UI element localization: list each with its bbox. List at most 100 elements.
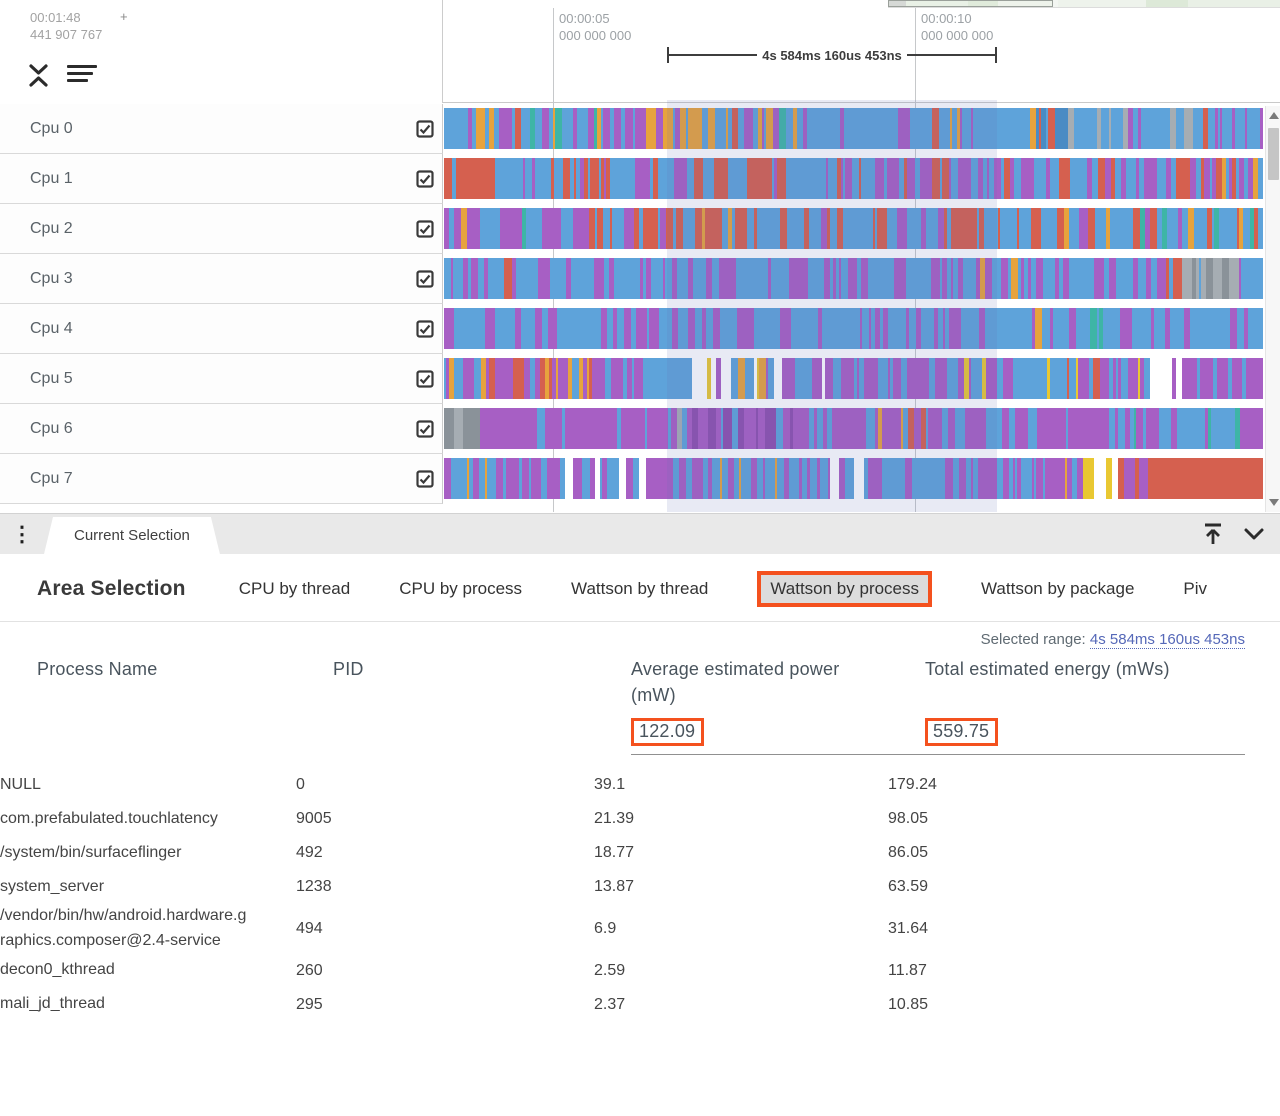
track-slices-cpu-7[interactable]: [443, 454, 1264, 504]
track-name: Cpu 2: [30, 219, 73, 237]
scroll-down-icon[interactable]: [1267, 496, 1280, 509]
tracks-scroll-thumb[interactable]: [1268, 128, 1279, 180]
ruler-tick-00:00:10: 00:00:10 000 000 000: [921, 11, 994, 43]
avg-power: 18.77: [594, 844, 635, 862]
track-label-cpu-2[interactable]: Cpu 2: [0, 204, 443, 254]
process-name: /system/bin/surfaceflinger: [0, 843, 182, 861]
track-row-cpu-3: Cpu 3: [0, 254, 1280, 304]
process-pid: 0: [296, 776, 305, 794]
track-name: Cpu 4: [30, 319, 73, 337]
tab-cpu-by-thread[interactable]: CPU by thread: [238, 579, 351, 598]
selected-range-link[interactable]: 4s 584ms 160us 453ns: [1089, 631, 1245, 649]
total-energy: 10.85: [888, 995, 929, 1013]
process-pid: 494: [296, 919, 323, 937]
track-name: Cpu 0: [30, 119, 73, 137]
process-pid: 492: [296, 844, 323, 862]
avg-power: 21.39: [594, 810, 635, 828]
process-name: system_server: [0, 877, 105, 895]
tab-current-selection[interactable]: Current Selection: [44, 517, 220, 554]
avg-power: 39.1: [594, 776, 626, 794]
selection-duration-bracket: 4s 584ms 160us 453ns: [667, 46, 997, 64]
total-energy: 11.87: [888, 961, 927, 979]
track-slices-cpu-6[interactable]: [443, 404, 1264, 454]
timeline-pane: 00:00:05 000 000 000 00:00:10 000 000 000…: [0, 0, 1280, 512]
scroll-up-icon[interactable]: [1267, 109, 1280, 122]
chevron-down-icon[interactable]: [1242, 522, 1266, 546]
col-total-energy: Total estimated energy (mWs): [925, 659, 1170, 679]
col-avg-power: Average estimated power (mW): [631, 659, 840, 706]
track-slices-cpu-3[interactable]: [443, 254, 1264, 304]
tab-wattson-by-process[interactable]: Wattson by process: [757, 571, 933, 607]
current-selection-panel: Area Selection CPU by thread CPU by proce…: [0, 554, 1280, 1116]
track-label-cpu-0[interactable]: Cpu 0: [0, 104, 443, 154]
track-checkbox[interactable]: [416, 269, 434, 288]
track-checkbox[interactable]: [416, 319, 434, 338]
track-row-cpu-6: Cpu 6: [0, 404, 1280, 454]
track-checkbox[interactable]: [416, 219, 434, 238]
process-name: NULL: [0, 775, 41, 793]
total-energy: 63.59: [888, 878, 929, 896]
track-row-cpu-7: Cpu 7: [0, 454, 1280, 504]
tab-wattson-by-package[interactable]: Wattson by package: [981, 579, 1135, 598]
avg-power: 6.9: [594, 919, 617, 937]
track-slices-cpu-5[interactable]: [443, 354, 1264, 404]
track-checkbox[interactable]: [416, 369, 434, 388]
selection-duration-label: 4s 584ms 160us 453ns: [762, 47, 902, 63]
track-row-cpu-4: Cpu 4: [0, 304, 1280, 354]
avg-power: 13.87: [594, 878, 635, 896]
process-pid: 1238: [296, 878, 332, 896]
track-slices-cpu-2[interactable]: [443, 204, 1264, 254]
track-slices-cpu-0[interactable]: [443, 104, 1264, 154]
total-energy: 98.05: [888, 810, 929, 828]
track-label-cpu-1[interactable]: Cpu 1: [0, 154, 443, 204]
ruler-tick-00:00:05: 00:00:05 000 000 000: [559, 11, 632, 43]
table-row[interactable]: decon0_kthread 260 2.59 11.87: [0, 954, 1280, 988]
table-row[interactable]: /vendor/bin/hw/android.hardware.graphics…: [0, 904, 1280, 954]
wattson-table-rows: NULL 0 39.1 179.24 com.prefabulated.touchlat…: [0, 768, 1280, 1022]
summary-power-value: 122.09: [631, 718, 705, 747]
collapse-tracks-icon[interactable]: [28, 62, 49, 89]
track-slices-cpu-1[interactable]: [443, 154, 1264, 204]
minimap-viewport[interactable]: [888, 0, 1053, 7]
avg-power: 2.59: [594, 961, 626, 979]
track-checkbox[interactable]: [416, 119, 434, 138]
track-label-cpu-3[interactable]: Cpu 3: [0, 254, 443, 304]
table-row[interactable]: /system/bin/surfaceflinger 492 18.77 86.05: [0, 836, 1280, 870]
minimap-segment: [1188, 0, 1280, 7]
tracks-scrollbar[interactable]: [1265, 106, 1280, 512]
bottom-panel-tabbar: ⋮ Current Selection: [0, 513, 1280, 554]
table-row[interactable]: NULL 0 39.1 179.24: [0, 768, 1280, 802]
tab-cpu-by-process[interactable]: CPU by process: [399, 579, 523, 598]
tab-piv[interactable]: Piv: [1183, 579, 1208, 598]
bracket-right-cap: [995, 47, 997, 63]
process-pid: 260: [296, 961, 323, 979]
trace-minimap[interactable]: [888, 0, 1280, 8]
track-filter-icon[interactable]: [67, 65, 97, 86]
track-label-cpu-6[interactable]: Cpu 6: [0, 404, 443, 454]
minimap-segment: [906, 0, 968, 7]
total-energy: 86.05: [888, 844, 929, 862]
tab-menu-icon[interactable]: ⋮: [11, 523, 33, 546]
track-checkbox[interactable]: [416, 419, 434, 438]
track-checkbox[interactable]: [416, 469, 434, 488]
process-pid: 295: [296, 995, 323, 1013]
dock-to-top-icon[interactable]: [1200, 521, 1226, 547]
track-row-cpu-2: Cpu 2: [0, 204, 1280, 254]
table-row[interactable]: com.prefabulated.touchlatency 9005 21.39 98…: [0, 802, 1280, 836]
tab-wattson-by-thread[interactable]: Wattson by thread: [571, 579, 709, 598]
track-checkbox[interactable]: [416, 169, 434, 188]
table-row[interactable]: system_server 1238 13.87 63.59: [0, 870, 1280, 904]
track-name: Cpu 3: [30, 269, 73, 287]
total-energy: 179.24: [888, 776, 937, 794]
track-label-cpu-5[interactable]: Cpu 5: [0, 354, 443, 404]
table-row[interactable]: mali_jd_thread 295 2.37 10.85: [0, 988, 1280, 1022]
track-slices-cpu-4[interactable]: [443, 304, 1264, 354]
track-label-cpu-4[interactable]: Cpu 4: [0, 304, 443, 354]
panel-title: Area Selection: [37, 577, 186, 600]
timeline-ruler[interactable]: 00:00:05 000 000 000 00:00:10 000 000 000…: [444, 0, 1280, 103]
col-process-name: Process Name: [37, 659, 158, 679]
track-label-cpu-7[interactable]: Cpu 7: [0, 454, 443, 504]
process-pid: 9005: [296, 810, 332, 828]
timeline-header: 00:00:05 000 000 000 00:00:10 000 000 000…: [0, 0, 1280, 103]
